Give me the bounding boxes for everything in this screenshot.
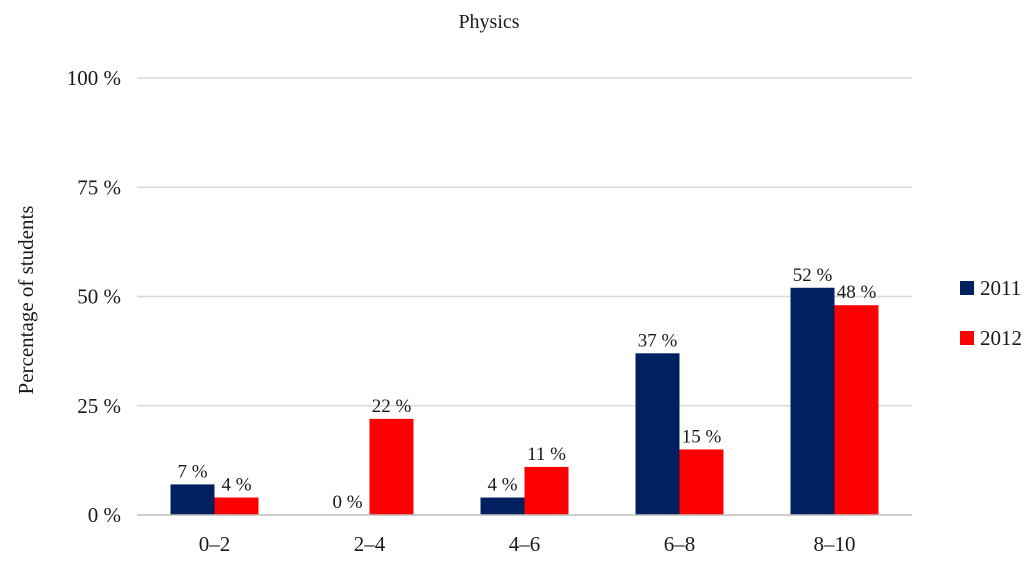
data-label: 7 %	[177, 461, 207, 482]
chart-title: Physics	[458, 11, 519, 33]
data-label: 37 %	[638, 330, 678, 351]
y-tick-label: 0 %	[88, 503, 121, 527]
bar-2011-2	[480, 497, 525, 515]
data-label: 15 %	[682, 426, 722, 447]
bar-2012-3	[679, 449, 724, 515]
x-category-label: 8–10	[814, 532, 856, 556]
gridlines	[137, 77, 912, 407]
x-category-label: 2–4	[354, 532, 386, 556]
data-label: 11 %	[527, 444, 566, 465]
data-label: 48 %	[837, 282, 877, 303]
bar-2012-0	[214, 497, 259, 515]
bar-2012-2	[524, 466, 569, 515]
legend-swatch-2012	[960, 331, 974, 345]
data-label: 4 %	[487, 475, 517, 496]
bar-2011-4	[790, 287, 835, 515]
bar-2012-1	[369, 418, 414, 515]
x-axis-categories: 0–2 2–4 4–6 6–8 8–10	[199, 532, 856, 556]
bars	[170, 287, 879, 515]
legend-label: 2011	[980, 276, 1021, 300]
data-label: 4 %	[221, 475, 251, 496]
y-tick-label: 50 %	[77, 285, 121, 309]
x-category-label: 6–8	[664, 532, 696, 556]
x-category-label: 4–6	[509, 532, 541, 556]
y-tick-label: 100 %	[67, 66, 121, 90]
bar-2011-3	[635, 353, 680, 515]
y-axis-label: Percentage of students	[14, 206, 38, 395]
y-tick-label: 75 %	[77, 175, 121, 199]
bar-2012-4	[834, 305, 879, 515]
x-category-label: 0–2	[199, 532, 231, 556]
data-label: 22 %	[372, 396, 412, 417]
data-label: 52 %	[793, 265, 833, 286]
data-label: 0 %	[332, 492, 362, 513]
bar-2011-0	[170, 484, 215, 515]
legend-swatch-2011	[960, 281, 974, 295]
data-labels: 7 % 4 % 0 % 22 % 4 % 11 % 37 % 15 % 52 %48 %	[177, 265, 876, 513]
y-tick-label: 25 %	[77, 394, 121, 418]
legend: 2011 2012	[960, 276, 1022, 350]
y-axis-ticks: 0 % 25 % 50 % 75 % 100 %	[67, 66, 121, 527]
legend-label: 2012	[980, 326, 1022, 350]
